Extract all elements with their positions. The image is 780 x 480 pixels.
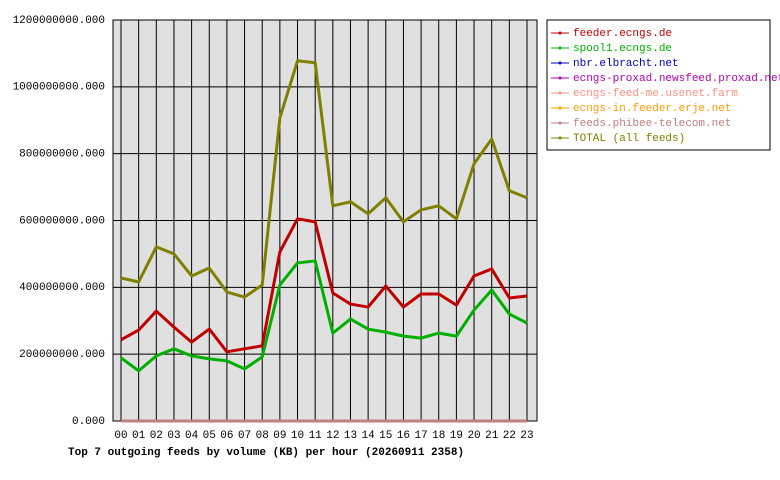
x-tick-label: 23 — [520, 430, 533, 442]
legend-dot — [558, 121, 562, 125]
x-tick-label: 11 — [309, 430, 323, 442]
legend-label: ecngs-proxad.newsfeed.proxad.net — [573, 73, 780, 85]
legend-label: feeder.ecngs.de — [573, 28, 672, 40]
legend-label: TOTAL (all feeds) — [573, 133, 685, 145]
x-tick-label: 12 — [326, 430, 339, 442]
x-tick-label: 22 — [503, 430, 516, 442]
x-tick-label: 06 — [220, 430, 233, 442]
y-tick-label: 400000000.000 — [19, 282, 105, 294]
legend-label: ecngs-in.feeder.erje.net — [573, 103, 731, 115]
x-tick-label: 00 — [114, 430, 127, 442]
x-tick-label: 02 — [150, 430, 163, 442]
series-line — [120, 217, 528, 354]
x-tick-label: 09 — [273, 430, 286, 442]
x-tick-label: 17 — [414, 430, 427, 442]
legend-dot — [558, 46, 562, 50]
y-tick-label: 0.000 — [72, 416, 105, 428]
legend-label: feeds.phibee-telecom.net — [573, 118, 731, 130]
legend-label: spool1.ecngs.de — [573, 43, 672, 55]
x-tick-label: 14 — [362, 430, 376, 442]
y-tick-label: 1200000000.000 — [13, 15, 105, 27]
legend-dot — [558, 91, 562, 95]
y-tick-label: 600000000.000 — [19, 215, 105, 227]
y-tick-label: 1000000000.000 — [13, 82, 105, 94]
legend — [546, 19, 771, 151]
x-tick-label: 10 — [291, 430, 304, 442]
x-tick-label: 19 — [450, 430, 463, 442]
y-tick-label: 800000000.000 — [19, 149, 105, 161]
x-tick-label: 16 — [397, 430, 410, 442]
x-tick-label: 21 — [485, 430, 499, 442]
x-tick-label: 04 — [185, 430, 199, 442]
legend-dot — [558, 31, 562, 35]
legend-dot — [558, 136, 562, 140]
legend-label: ecngs-feed-me.usenet.farm — [573, 88, 738, 100]
x-tick-label: 15 — [379, 430, 392, 442]
chart-title: Top 7 outgoing feeds by volume (KB) per … — [68, 447, 464, 459]
x-tick-label: 07 — [238, 430, 251, 442]
x-tick-label: 20 — [467, 430, 480, 442]
series-line — [120, 59, 528, 299]
x-tick-label: 08 — [256, 430, 269, 442]
legend-label: nbr.elbracht.net — [573, 58, 679, 70]
legend-dot — [558, 106, 562, 110]
x-tick-label: 13 — [344, 430, 357, 442]
series-line — [120, 259, 528, 373]
x-tick-label: 05 — [203, 430, 216, 442]
x-tick-label: 18 — [432, 430, 445, 442]
y-tick-label: 200000000.000 — [19, 349, 105, 361]
x-tick-label: 01 — [132, 430, 146, 442]
legend-dot — [558, 76, 562, 80]
legend-dot — [558, 61, 562, 65]
x-tick-label: 03 — [167, 430, 180, 442]
